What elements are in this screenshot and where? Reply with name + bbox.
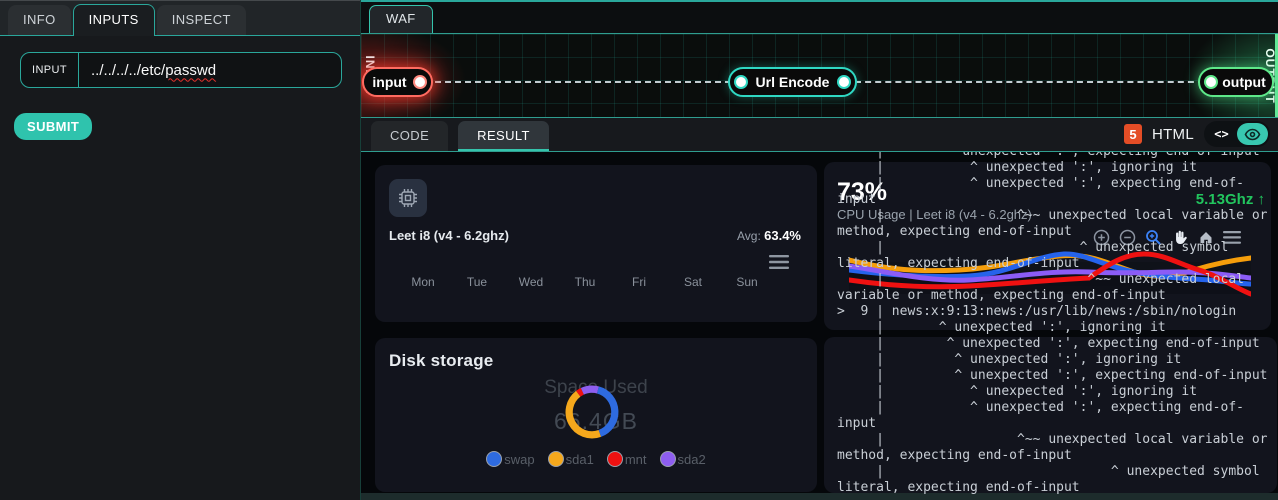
legend-label: sda2	[677, 451, 706, 467]
disk-card-title: Disk storage	[389, 351, 494, 370]
legend-item-mnt[interactable]: mnt	[606, 451, 647, 467]
legend-label: mnt	[624, 451, 647, 467]
input-field-label: INPUT	[21, 53, 79, 87]
weekday-axis-labels: Mon Tue Wed Thu Fri Sat Sun	[396, 275, 774, 289]
zoom-in-icon[interactable]	[1093, 229, 1110, 246]
connector-port[interactable]	[413, 75, 427, 89]
input-path-word-misspelled: passwd	[165, 61, 217, 79]
bottom-strip	[361, 493, 1278, 500]
legend-dot	[659, 451, 676, 467]
waf-flow-canvas[interactable]: INPUT OUTPUT input Url Encode output	[361, 34, 1278, 118]
inputs-panel-body: INPUT ../../../../etc/passwd SUBMIT	[0, 36, 360, 140]
connector-port[interactable]	[1204, 75, 1218, 89]
legend-dot	[547, 451, 564, 467]
sparkline-red	[849, 251, 1251, 297]
html5-icon: 5	[1123, 124, 1142, 144]
preview-view-button[interactable]	[1237, 123, 1268, 145]
day-label: Fri	[632, 275, 646, 289]
right-section: WAF INPUT OUTPUT input Url Encode output	[360, 0, 1278, 500]
chart-toolbar	[1093, 228, 1241, 246]
eye-icon	[1244, 128, 1261, 140]
result-tab-bar: CODE RESULT 5 HTML <>	[361, 118, 1278, 152]
flow-node-url-encode[interactable]: Url Encode	[728, 67, 857, 97]
waf-tab-bar: WAF	[361, 0, 1278, 34]
cpu-week-title: Leet i8 (v4 - 6.2ghz)	[389, 228, 509, 243]
tab-result[interactable]: RESULT	[458, 121, 549, 151]
view-toggle: <>	[1204, 121, 1270, 147]
flow-node-input[interactable]: input	[362, 67, 433, 97]
tab-inspect[interactable]: INSPECT	[156, 5, 246, 35]
disk-donut-chart[interactable]	[565, 385, 619, 439]
tab-info[interactable]: INFO	[8, 5, 71, 35]
legend-label: swap	[504, 451, 535, 467]
parser-error-output: | ^ unexpected ':', expecting end-of-inp…	[837, 152, 1268, 495]
cpu-percent: 73%	[837, 178, 888, 206]
flow-node-output[interactable]: output	[1198, 67, 1274, 97]
edge-encode-to-output	[855, 81, 1204, 83]
disk-legend: swap sda1 mnt sda2	[375, 451, 817, 467]
cpu-avg-label: Avg:	[736, 229, 765, 243]
code-view-button[interactable]: <>	[1206, 123, 1237, 145]
edge-input-to-encode	[435, 81, 731, 83]
flow-node-output-label: output	[1222, 74, 1266, 90]
toolbar-menu-icon[interactable]	[1223, 230, 1241, 244]
cpu-chip-icon	[389, 179, 427, 217]
code-brackets-icon: <>	[1214, 127, 1229, 141]
day-label: Sat	[683, 275, 702, 289]
cpu-gauge-caption: CPU Usage | Leet i8 (v4 - 6.2ghz)	[837, 207, 1032, 222]
input-field-value[interactable]: ../../../../etc/passwd	[79, 53, 228, 87]
pan-hand-icon[interactable]	[1171, 228, 1189, 246]
sparkline-blue	[849, 251, 1251, 287]
selection-zoom-icon[interactable]	[1145, 229, 1162, 246]
up-arrow-icon: ↑	[1253, 191, 1265, 208]
donut-segment-swap[interactable]	[596, 386, 619, 437]
chart-menu-icon[interactable]	[769, 255, 789, 274]
day-label: Thu	[574, 275, 596, 289]
submit-button[interactable]: SUBMIT	[14, 113, 93, 140]
day-label: Tue	[466, 275, 488, 289]
day-label: Wed	[518, 275, 544, 289]
cpu-avg: Avg: 63.4%	[737, 228, 801, 243]
connector-port[interactable]	[837, 75, 851, 89]
day-label: Sun	[736, 275, 758, 289]
day-label: Mon	[411, 275, 435, 289]
input-field[interactable]: INPUT ../../../../etc/passwd	[20, 52, 342, 88]
error-output-card	[824, 337, 1277, 493]
cpu-sparkline-chart[interactable]	[849, 248, 1251, 304]
cpu-frequency: 5.13Ghz ↑	[1196, 191, 1265, 208]
cpu-gauge-card: 73% CPU Usage | Leet i8 (v4 - 6.2ghz) 5.…	[824, 162, 1271, 330]
legend-item-swap[interactable]: swap	[486, 451, 535, 467]
format-label: HTML	[1151, 125, 1194, 143]
cpu-week-card: Leet i8 (v4 - 6.2ghz) Avg: 63.4% Mon Tue…	[375, 165, 817, 322]
input-path-prefix: ../../../../etc/	[91, 61, 166, 79]
tab-waf[interactable]: WAF	[369, 5, 433, 33]
donut-segment-sda2[interactable]	[580, 385, 599, 395]
tab-inputs[interactable]: INPUTS	[72, 4, 155, 36]
flow-node-url-encode-label: Url Encode	[755, 74, 830, 90]
home-reset-icon[interactable]	[1198, 229, 1214, 245]
left-panel: INFO INPUTS INSPECT INPUT ../../../../et…	[0, 0, 360, 500]
flow-node-input-label: input	[372, 74, 407, 90]
output-format-controls: 5 HTML <>	[1123, 121, 1278, 151]
result-preview-area: Leet i8 (v4 - 6.2ghz) Avg: 63.4% Mon Tue…	[361, 152, 1278, 500]
legend-label: sda1	[565, 451, 594, 467]
cpu-avg-value: 63.4%	[764, 228, 801, 243]
donut-segment-sda1[interactable]	[565, 390, 602, 439]
output-edge-line	[1275, 34, 1278, 117]
donut-segment-mnt[interactable]	[576, 387, 584, 397]
tab-code[interactable]: CODE	[371, 121, 449, 151]
disk-storage-card: Disk storage Space Used 66.4GB swap sda1…	[375, 338, 817, 492]
frequency-value: 5.13Ghz	[1195, 191, 1254, 208]
connector-port[interactable]	[734, 75, 748, 89]
legend-dot	[606, 451, 623, 467]
sparkline-purple	[849, 263, 1251, 283]
legend-item-sda1[interactable]: sda1	[547, 451, 594, 467]
zoom-out-icon[interactable]	[1119, 229, 1136, 246]
legend-dot	[486, 451, 503, 467]
left-tab-bar: INFO INPUTS INSPECT	[0, 0, 360, 36]
legend-item-sda2[interactable]: sda2	[659, 451, 706, 467]
